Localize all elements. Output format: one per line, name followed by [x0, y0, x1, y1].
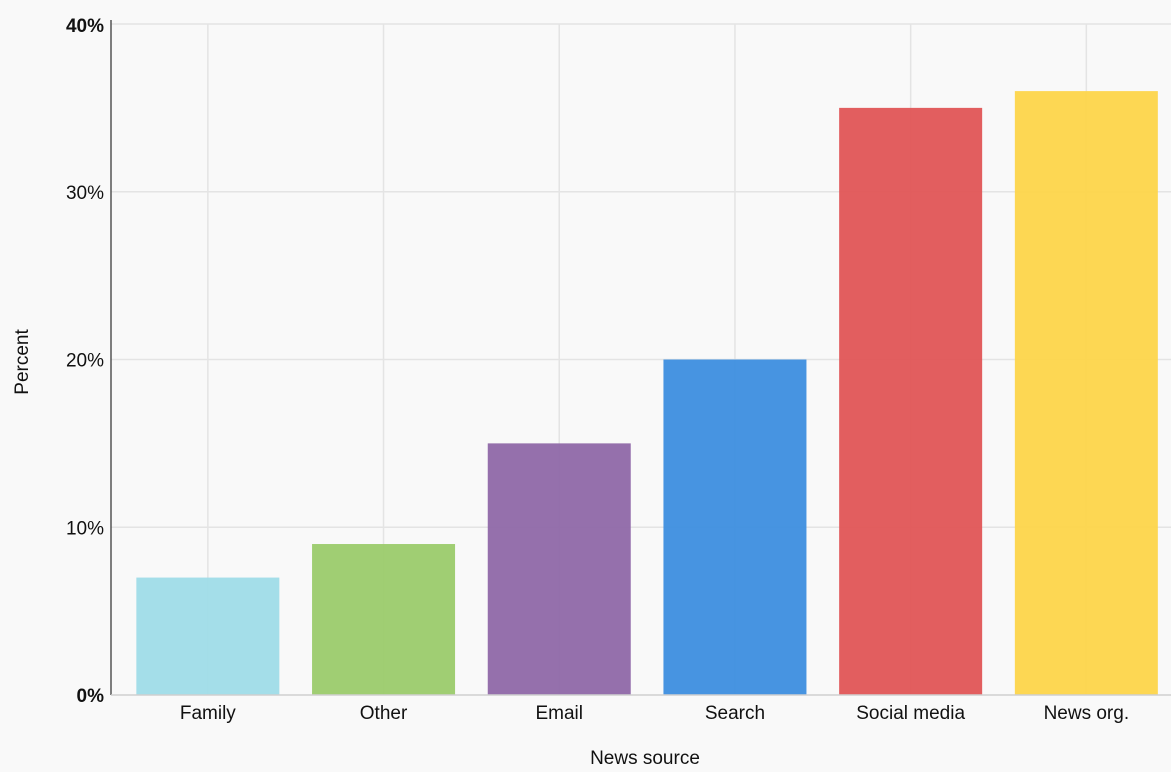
x-tick-label: Other — [360, 703, 408, 724]
axes — [110, 20, 1171, 696]
y-tick-label: 0% — [77, 686, 105, 707]
x-tick-label: Search — [705, 703, 765, 724]
bars — [136, 91, 1158, 696]
bar-social-media — [839, 107, 983, 695]
x-axis-label: News source — [590, 748, 700, 767]
y-tick-label: 40% — [66, 16, 104, 37]
y-tick-labels: 0% 10% 20% 30% 40% — [66, 16, 104, 707]
y-tick-label: 20% — [66, 351, 104, 372]
x-tick-label: News org. — [1044, 703, 1130, 724]
y-tick-label: 10% — [66, 518, 104, 539]
bar-other — [312, 544, 456, 695]
x-tick-label: Family — [180, 703, 236, 724]
bar-family — [136, 577, 280, 695]
bar-search — [663, 359, 807, 695]
y-tick-label: 30% — [66, 183, 104, 204]
x-tick-labels: Family Other Email Search Social media News o… — [180, 703, 1129, 724]
x-tick-label: Social media — [856, 703, 965, 724]
y-axis-label: Percent — [12, 329, 33, 395]
bar-news-org — [1014, 91, 1158, 696]
bar-email — [487, 443, 631, 695]
x-tick-label: Email — [535, 703, 583, 724]
